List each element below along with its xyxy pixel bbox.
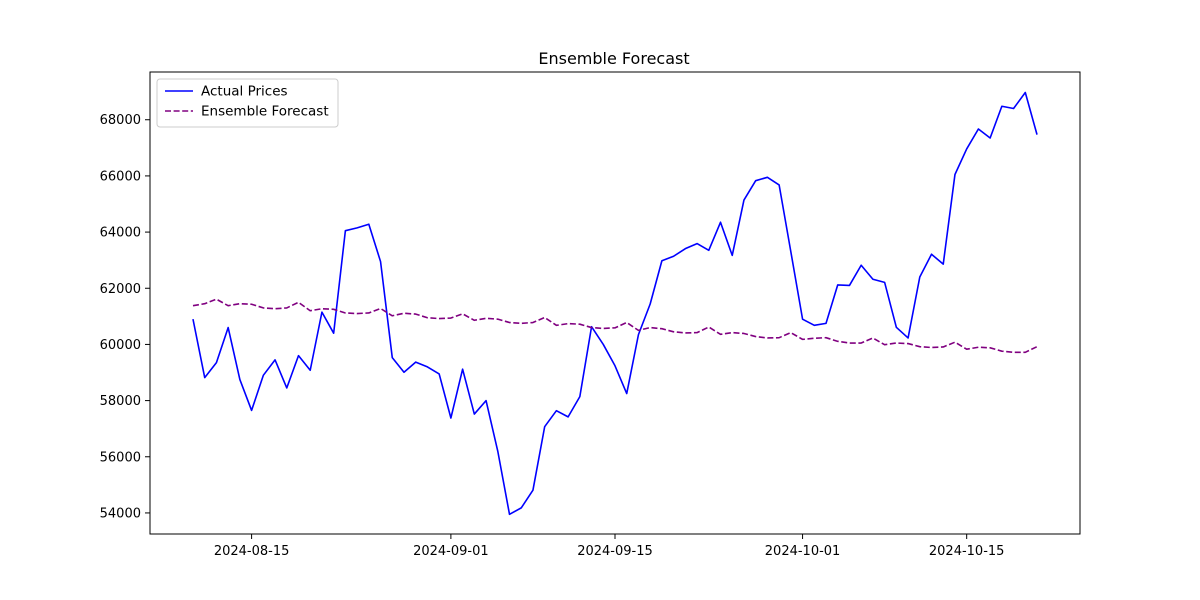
legend-label-forecast: Ensemble Forecast bbox=[201, 104, 329, 120]
chart-title: Ensemble Forecast bbox=[538, 49, 689, 68]
y-tick-label: 64000 bbox=[100, 226, 141, 241]
y-tick-label: 66000 bbox=[100, 169, 141, 184]
y-tick-label: 56000 bbox=[100, 450, 141, 465]
y-tick-label: 62000 bbox=[100, 282, 141, 297]
y-tick-label: 58000 bbox=[100, 394, 141, 409]
plot-frame bbox=[149, 71, 1081, 535]
x-tick-label: 2024-09-15 bbox=[577, 544, 653, 559]
y-tick-label: 68000 bbox=[100, 113, 141, 128]
y-tick-label: 60000 bbox=[100, 338, 141, 353]
y-tick-label: 54000 bbox=[100, 506, 141, 521]
x-tick-label: 2024-10-15 bbox=[929, 544, 1005, 559]
y-axis: 54000 56000 58000 60000 62000 64000 66000 68000 bbox=[100, 113, 150, 521]
plot-area bbox=[192, 91, 1038, 516]
legend-frame bbox=[156, 78, 339, 128]
legend-label-actual: Actual Prices bbox=[201, 84, 288, 100]
series-line-actual-prices bbox=[192, 91, 1038, 516]
series-line-ensemble-forecast bbox=[192, 298, 1038, 354]
x-tick-label: 2024-08-15 bbox=[214, 544, 290, 559]
x-tick-label: 2024-09-01 bbox=[413, 544, 489, 559]
legend: Actual Prices Ensemble Forecast bbox=[156, 78, 339, 128]
x-axis: 2024-08-15 2024-09-01 2024-09-15 2024-10-01… bbox=[214, 534, 1005, 559]
x-tick-label: 2024-10-01 bbox=[765, 544, 841, 559]
